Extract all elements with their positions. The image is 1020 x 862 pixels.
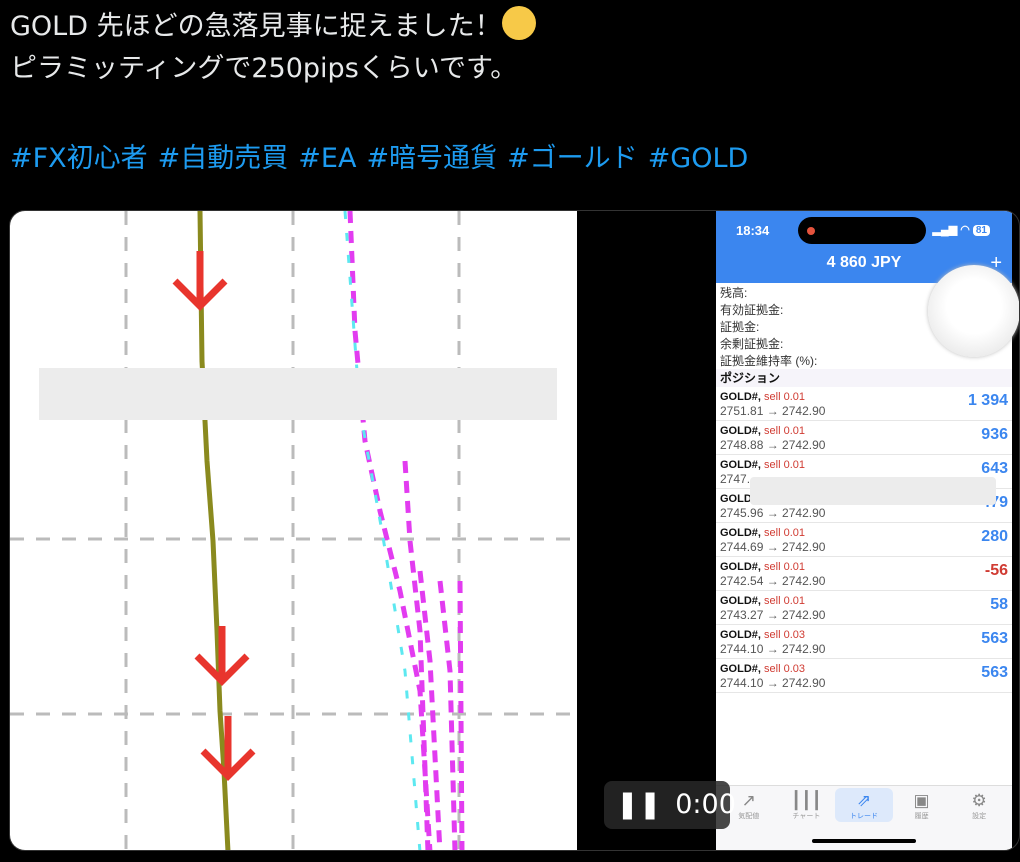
position-row[interactable]: GOLD#, sell 0.01 2748.88 → 2742.90 936 bbox=[716, 421, 1012, 455]
position-row[interactable]: GOLD#, sell 0.01 2747. 643 bbox=[716, 455, 1012, 489]
price-range: 2744.10 → 2742.90 bbox=[720, 642, 826, 656]
tweet-text: GOLD 先ほどの急落見事に捉えました！ ピラミッティングで250pipsくらい… bbox=[10, 6, 536, 90]
price-range: 2747. bbox=[720, 472, 751, 486]
price-range: 2745.96 → 2742.90 bbox=[720, 506, 826, 520]
price-range: 2742.54 → 2742.90 bbox=[720, 574, 826, 588]
tab-label: 設定 bbox=[972, 813, 987, 820]
tab-label: 気配値 bbox=[738, 813, 760, 820]
chart-video-frame bbox=[10, 211, 577, 850]
tab-1[interactable]: ┃┃┃ チャート bbox=[778, 788, 836, 822]
new-order-button[interactable]: + bbox=[990, 252, 1002, 274]
hashtag-link[interactable]: #自動売買 bbox=[157, 143, 289, 174]
video-controls[interactable]: ❚❚ 0:00 bbox=[604, 781, 736, 829]
indicator-lines bbox=[347, 211, 465, 850]
info-label: 有効証拠金: bbox=[720, 303, 784, 317]
tweet-line-2: ピラミッティングで250pipsくらいです。 bbox=[10, 53, 518, 84]
position-row[interactable]: GOLD#, sell 0.03 2744.10 → 2742.90 563 bbox=[716, 659, 1012, 693]
position-row[interactable]: GOLD#, sell 0.03 2744.10 → 2742.90 563 bbox=[716, 625, 1012, 659]
order-side: sell 0.03 bbox=[764, 663, 805, 675]
symbol: GOLD#, bbox=[720, 391, 761, 403]
price-range: 2751.81 → 2742.90 bbox=[720, 404, 826, 418]
profit-value: 280 bbox=[981, 528, 1008, 545]
face-screaming-icon bbox=[501, 6, 536, 40]
order-side: sell 0.01 bbox=[764, 561, 805, 573]
tab-icon: ⇗ bbox=[856, 791, 872, 810]
order-side: sell 0.01 bbox=[764, 425, 805, 437]
tab-label: トレード bbox=[849, 813, 878, 820]
video-time: 0:00 bbox=[675, 789, 736, 820]
tweet-line-1: GOLD 先ほどの急落見事に捉えました！ bbox=[10, 11, 502, 42]
tab-4[interactable]: ⚙ 設定 bbox=[950, 788, 1008, 822]
price-chart bbox=[10, 211, 577, 850]
dynamic-island bbox=[798, 217, 926, 244]
profit-value: 643 bbox=[981, 460, 1008, 477]
symbol: GOLD#, bbox=[720, 595, 761, 607]
battery-icon: 81 bbox=[972, 225, 990, 236]
info-label: 証拠金: bbox=[720, 320, 760, 334]
symbol: GOLD#, bbox=[720, 425, 761, 437]
info-label: 余剰証拠金: bbox=[720, 337, 784, 351]
phone-screen: 18:34 ▂▄▆ ◠ 81 4 860 JPY + 残高: 有効証拠金: 証拠金: 余… bbox=[716, 211, 1019, 850]
price-range: 2744.69 → 2742.90 bbox=[720, 540, 826, 554]
symbol: GOLD#, bbox=[720, 629, 761, 641]
tab-icon: ⚙ bbox=[971, 791, 987, 810]
symbol: GOLD#, bbox=[720, 561, 761, 573]
tab-label: チャート bbox=[792, 813, 821, 820]
position-row[interactable]: GOLD# 2745.96 → 2742.90479 bbox=[716, 489, 1012, 523]
hashtag-link[interactable]: #暗号通貨 bbox=[366, 143, 498, 174]
tab-2[interactable]: ⇗ トレード bbox=[835, 788, 893, 822]
tab-icon: ↗ bbox=[741, 791, 756, 810]
symbol: GOLD#, bbox=[720, 527, 761, 539]
pause-icon[interactable]: ❚❚ bbox=[616, 789, 662, 820]
order-side: sell 0.03 bbox=[764, 629, 805, 641]
video-player[interactable]: 18:34 ▂▄▆ ◠ 81 4 860 JPY + 残高: 有効証拠金: 証拠金: 余… bbox=[9, 210, 1020, 851]
tab-icon: ┃┃┃ bbox=[791, 791, 822, 810]
account-info: 残高: 有効証拠金: 証拠金: 余剰証拠金: 証拠金維持率 (%): bbox=[716, 265, 1019, 369]
tab-0[interactable]: ↗ 気配値 bbox=[720, 788, 778, 822]
order-side: sell 0.01 bbox=[764, 527, 805, 539]
watermark-blur bbox=[750, 477, 996, 505]
position-row[interactable]: GOLD#, sell 0.01 2744.69 → 2742.90 280 bbox=[716, 523, 1012, 557]
price-range: 2743.27 → 2742.90 bbox=[720, 608, 826, 622]
sell-arrows bbox=[172, 251, 256, 781]
tab-icon: ▣ bbox=[913, 791, 930, 810]
positions-header: ポジション bbox=[716, 369, 1012, 387]
watermark-blur bbox=[39, 368, 557, 420]
info-label: 残高: bbox=[720, 286, 748, 300]
balance-title: 4 860 JPY bbox=[826, 254, 902, 271]
profit-value: 563 bbox=[981, 664, 1008, 681]
clock: 18:34 bbox=[736, 223, 770, 238]
signal-wifi-icon: ▂▄▆ ◠ 81 bbox=[932, 223, 990, 236]
symbol: GOLD# bbox=[720, 493, 758, 505]
price-range: 2744.10 → 2742.90 bbox=[720, 676, 826, 690]
hashtags: #FX初心者 #自動売買 #EA #暗号通貨 #ゴールド #GOLD bbox=[10, 138, 758, 180]
profit-value: -56 bbox=[984, 562, 1008, 579]
position-row[interactable]: GOLD#, sell 0.01 2751.81 → 2742.90 1 394 bbox=[716, 387, 1012, 421]
symbol: GOLD#, bbox=[720, 459, 761, 471]
tab-label: 履歴 bbox=[914, 813, 929, 820]
info-label: 証拠金維持率 (%): bbox=[720, 354, 818, 368]
tab-3[interactable]: ▣ 履歴 bbox=[893, 788, 951, 822]
home-indicator bbox=[812, 839, 916, 843]
order-side: sell 0.01 bbox=[764, 391, 805, 403]
profit-value: 563 bbox=[981, 630, 1008, 647]
profit-value: 58 bbox=[990, 596, 1008, 613]
hashtag-link[interactable]: #EA bbox=[298, 143, 357, 174]
price-range: 2748.88 → 2742.90 bbox=[720, 438, 826, 452]
order-side: sell 0.01 bbox=[764, 595, 805, 607]
symbol: GOLD#, bbox=[720, 663, 761, 675]
position-row[interactable]: GOLD#, sell 0.01 2742.54 → 2742.90 -56 bbox=[716, 557, 1012, 591]
profit-value: 936 bbox=[981, 426, 1008, 443]
hashtag-link[interactable]: #FX初心者 bbox=[10, 143, 148, 174]
assistive-touch-button[interactable] bbox=[928, 265, 1019, 357]
profit-value: 1 394 bbox=[967, 392, 1008, 409]
hashtag-link[interactable]: #GOLD bbox=[647, 143, 749, 174]
position-row[interactable]: GOLD#, sell 0.01 2743.27 → 2742.90 58 bbox=[716, 591, 1012, 625]
order-side: sell 0.01 bbox=[764, 459, 805, 471]
grid-lines bbox=[10, 211, 577, 850]
hashtag-link[interactable]: #ゴールド bbox=[507, 143, 638, 174]
status-bar: 18:34 ▂▄▆ ◠ 81 bbox=[716, 211, 1012, 245]
